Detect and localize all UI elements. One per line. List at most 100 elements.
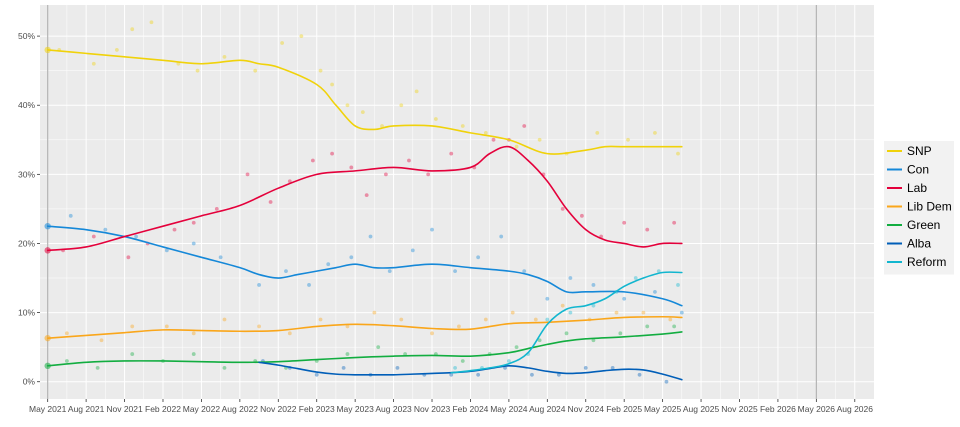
poll-point [399, 317, 404, 322]
poll-point [633, 276, 638, 280]
y-tick-label: 50% [18, 31, 35, 41]
x-tick-label: Feb 2023 [299, 404, 335, 414]
y-tick-label: 0% [23, 377, 36, 387]
plot-panel [40, 5, 874, 399]
poll-point [376, 345, 381, 350]
poll-point [618, 331, 623, 336]
poll-point [664, 379, 669, 384]
trend-line-snp [46, 49, 683, 155]
poll-point [364, 193, 369, 197]
poll-point [345, 352, 350, 356]
poll-point [372, 310, 377, 315]
poll-point [399, 103, 404, 108]
poll-point [345, 103, 350, 108]
y-tick-label: 30% [18, 169, 35, 179]
y-tick-label: 10% [18, 308, 35, 318]
poll-point [430, 227, 434, 232]
gridlines [40, 5, 874, 399]
poll-point [453, 365, 457, 370]
x-tick-label: Aug 2023 [375, 404, 412, 414]
poll-point [172, 227, 177, 232]
trend-lines [46, 49, 683, 381]
x-tick-label: Feb 2024 [452, 404, 488, 414]
poll-point [287, 331, 292, 336]
poll-point [330, 82, 334, 87]
poll-point [672, 220, 677, 225]
poll-point [410, 248, 415, 253]
poll-point [522, 269, 527, 274]
poll-point [560, 207, 565, 211]
poll-point [268, 200, 273, 204]
poll-point [345, 324, 350, 329]
legend-label: Lab [907, 181, 927, 195]
poll-point [99, 338, 104, 343]
x-tick-label: Aug 2024 [529, 404, 566, 414]
x-tick-label: Nov 2024 [568, 404, 605, 414]
poll-point [68, 213, 73, 218]
trend-line-green [46, 331, 683, 367]
poll-point [130, 27, 135, 32]
poll-point [545, 317, 550, 322]
poll-point [672, 324, 677, 329]
poll-point [656, 269, 661, 274]
poll-point [349, 255, 354, 260]
poll-point [307, 283, 311, 287]
poll-point [191, 352, 196, 356]
poll-point [591, 303, 596, 308]
poll-point [195, 68, 200, 73]
x-tick-label: Aug 2026 [837, 404, 874, 414]
poll-point [387, 269, 392, 274]
axes: 0%10%20%30%40%50%May 2021 Aug 2021 Nov 202… [18, 31, 873, 414]
legend-label: Con [907, 163, 929, 177]
trend-line-lab [46, 145, 683, 252]
x-tick-label: May 2024 [490, 404, 528, 414]
poll-point [641, 310, 646, 315]
poll-point [103, 227, 108, 232]
x-tick-label: Feb 2022 [145, 404, 181, 414]
poll-point [284, 269, 288, 274]
x-tick-label: May 2023 [336, 404, 374, 414]
x-tick-label: Aug 2022 [222, 404, 259, 414]
poll-point [407, 158, 411, 163]
poll-point [164, 324, 169, 329]
legend-label: Lib Dem [907, 200, 952, 214]
poll-point [134, 234, 138, 239]
poll-point [191, 241, 196, 246]
poll-point [191, 331, 196, 336]
poll-point [595, 130, 600, 135]
x-tick-label: Nov 2023 [414, 404, 451, 414]
y-tick-label: 20% [18, 238, 35, 248]
poll-point [368, 234, 373, 239]
poll-point [676, 283, 680, 287]
poll-point [426, 172, 431, 177]
poll-point [245, 172, 250, 177]
legend-label: Green [907, 218, 940, 232]
poll-point [499, 234, 504, 239]
x-tick-label: Aug 2025 [683, 404, 720, 414]
poll-point [556, 372, 561, 377]
poll-point [257, 283, 261, 287]
poll-point [653, 289, 657, 294]
y-tick-label: 40% [18, 100, 35, 110]
poll-point [583, 365, 588, 370]
poll-point [568, 310, 573, 315]
legend: SNP Con Lab Lib Dem Green Alba Reform [884, 141, 954, 275]
poll-point [433, 117, 438, 121]
poll-point [483, 130, 488, 135]
poll-point [164, 248, 169, 253]
poll-point [483, 317, 488, 322]
poll-point [341, 365, 346, 370]
poll-point [537, 338, 542, 343]
poll-point [453, 269, 457, 274]
poll-point [476, 372, 481, 377]
poll-point [310, 158, 315, 163]
poll-point [653, 130, 657, 135]
poll-point [218, 255, 223, 260]
poll-point [645, 324, 650, 329]
x-tick-label: Feb 2025 [606, 404, 642, 414]
trend-line-con [46, 225, 683, 307]
poll-point [626, 137, 630, 142]
poll-point [476, 255, 481, 260]
poll-point [622, 220, 627, 225]
